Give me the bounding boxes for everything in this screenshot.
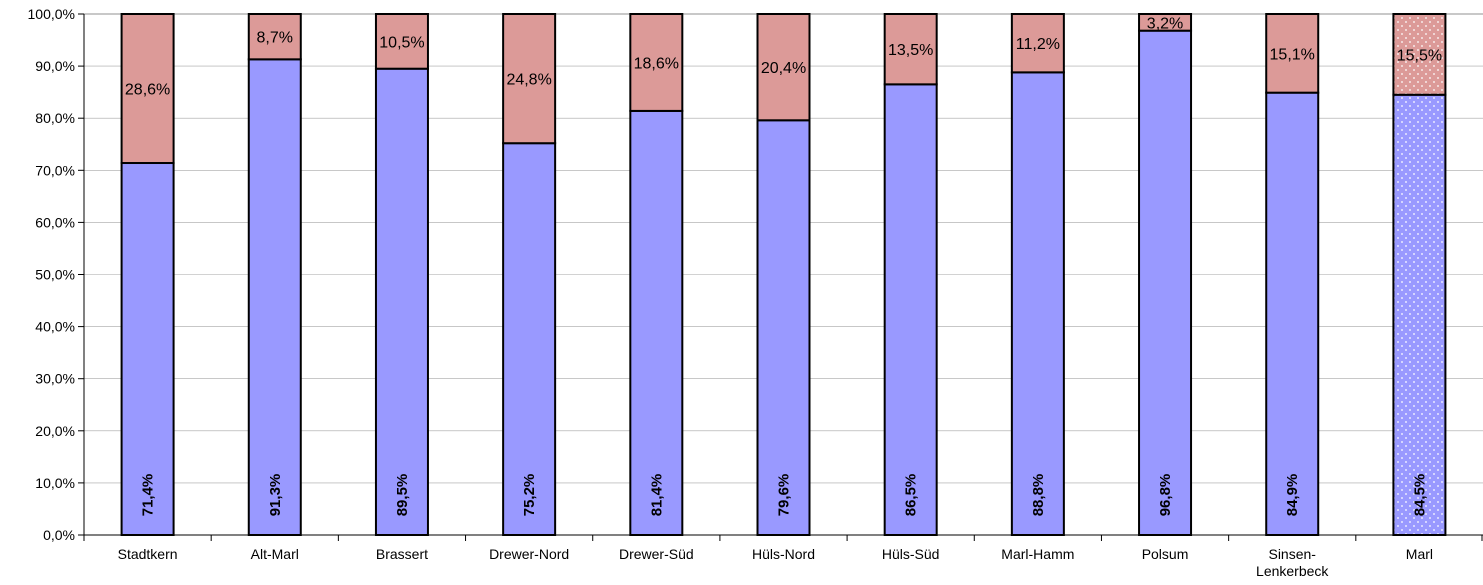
y-tick-label: 90,0% bbox=[35, 58, 75, 74]
x-category-label-line: Sinsen- bbox=[1268, 546, 1316, 562]
x-category-label: Brassert bbox=[376, 546, 428, 562]
x-category-label-line: Drewer-Nord bbox=[489, 546, 569, 562]
data-label-lower: 71,4% bbox=[140, 474, 157, 517]
y-tick-label: 10,0% bbox=[35, 475, 75, 491]
y-tick-label: 30,0% bbox=[35, 371, 75, 387]
x-category-label: Marl bbox=[1406, 546, 1433, 562]
data-label-lower: 84,5% bbox=[1411, 474, 1428, 517]
x-category-label: Polsum bbox=[1142, 546, 1189, 562]
x-category-label: Hüls-Nord bbox=[752, 546, 815, 562]
bar-segment-lower bbox=[758, 120, 810, 535]
bar-segment-lower bbox=[630, 111, 682, 535]
x-category-label-line: Hüls-Süd bbox=[882, 546, 940, 562]
x-category-label: Hüls-Süd bbox=[882, 546, 940, 562]
x-category-label: Drewer-Süd bbox=[619, 546, 694, 562]
x-category-label-line: Marl-Hamm bbox=[1001, 546, 1074, 562]
data-label-upper: 24,8% bbox=[506, 72, 551, 89]
x-category-label-line: Polsum bbox=[1142, 546, 1189, 562]
data-label-upper: 8,7% bbox=[257, 30, 293, 47]
data-label-lower: 91,3% bbox=[267, 474, 284, 517]
y-tick-label: 50,0% bbox=[35, 267, 75, 283]
x-category-label-line: Brassert bbox=[376, 546, 428, 562]
bar-segment-lower bbox=[1012, 72, 1064, 535]
bar-segment-lower bbox=[1139, 31, 1191, 535]
x-category-label-line: Lenkerbeck bbox=[1256, 563, 1329, 579]
x-category-label: Alt-Marl bbox=[251, 546, 299, 562]
y-tick-label: 20,0% bbox=[35, 423, 75, 439]
bar-segment-lower bbox=[1393, 95, 1445, 535]
x-category-label: Marl-Hamm bbox=[1001, 546, 1074, 562]
data-label-upper: 13,5% bbox=[888, 42, 933, 59]
data-label-upper: 3,2% bbox=[1147, 15, 1183, 32]
y-tick-label: 80,0% bbox=[35, 110, 75, 126]
y-tick-label: 40,0% bbox=[35, 319, 75, 335]
data-label-lower: 96,8% bbox=[1157, 474, 1174, 517]
data-label-upper: 18,6% bbox=[634, 55, 679, 72]
x-category-label-line: Alt-Marl bbox=[251, 546, 299, 562]
x-category-label-line: Stadtkern bbox=[118, 546, 178, 562]
data-label-lower: 86,5% bbox=[903, 474, 920, 517]
data-label-upper: 11,2% bbox=[1016, 36, 1060, 53]
x-category-label-line: Marl bbox=[1406, 546, 1433, 562]
data-label-upper: 10,5% bbox=[379, 34, 424, 51]
bar-segment-lower bbox=[1266, 93, 1318, 535]
data-label-lower: 89,5% bbox=[394, 474, 411, 517]
x-category-label-line: Drewer-Süd bbox=[619, 546, 694, 562]
x-category-label-line: Hüls-Nord bbox=[752, 546, 815, 562]
data-label-upper: 28,6% bbox=[125, 82, 170, 99]
y-tick-label: 70,0% bbox=[35, 162, 75, 178]
data-label-lower: 81,4% bbox=[648, 474, 665, 517]
bar-segment-lower bbox=[885, 84, 937, 535]
data-label-upper: 15,5% bbox=[1397, 47, 1442, 64]
bar-segment-lower bbox=[376, 69, 428, 535]
data-label-lower: 88,8% bbox=[1030, 474, 1047, 517]
x-category-label: Stadtkern bbox=[118, 546, 178, 562]
data-label-upper: 15,1% bbox=[1270, 46, 1315, 63]
bar-segment-lower bbox=[249, 59, 301, 535]
data-label-lower: 79,6% bbox=[776, 474, 793, 517]
data-label-upper: 20,4% bbox=[761, 60, 806, 77]
axes: 0,0% 10,0% 20,0% 30,0% 40,0% 50,0% 60,0% 70,0% 8… bbox=[28, 6, 1483, 579]
y-tick-label: 60,0% bbox=[35, 214, 75, 230]
x-category-label: Sinsen-Lenkerbeck bbox=[1256, 546, 1329, 579]
data-label-lower: 75,2% bbox=[521, 474, 538, 517]
data-label-lower: 84,9% bbox=[1284, 474, 1301, 517]
x-category-label: Drewer-Nord bbox=[489, 546, 569, 562]
y-tick-label: 100,0% bbox=[28, 6, 75, 22]
y-tick-label: 0,0% bbox=[43, 527, 75, 543]
